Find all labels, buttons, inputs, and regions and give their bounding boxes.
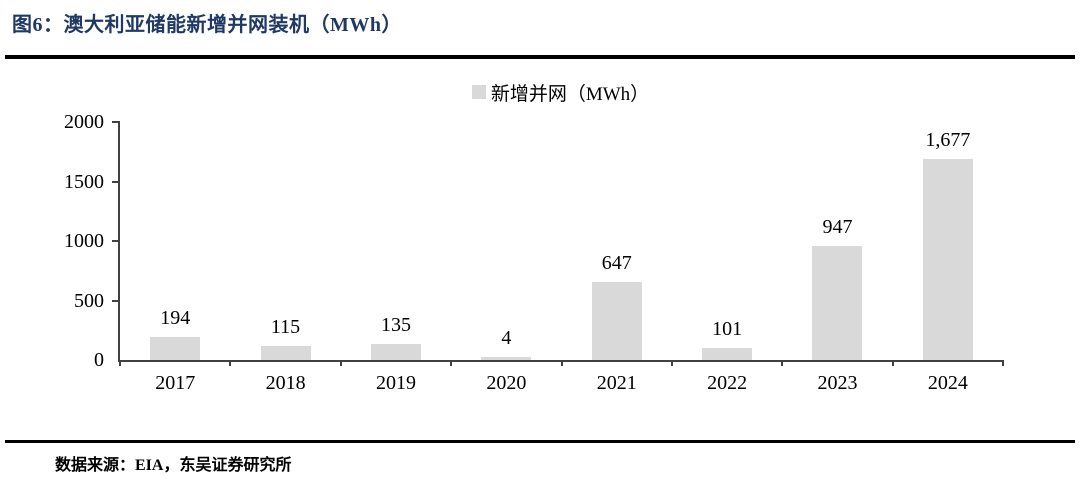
y-axis-tick-label: 1500	[64, 170, 104, 193]
bar-2024	[922, 159, 973, 360]
x-axis-tick-mark	[560, 360, 563, 366]
category-2018: 115 2018	[230, 122, 340, 394]
bar-2018	[260, 346, 311, 360]
bar-2017	[150, 337, 201, 360]
x-axis-tick-mark	[891, 360, 894, 366]
bar-value-label: 1,677	[925, 129, 971, 151]
legend-swatch-icon	[471, 85, 486, 99]
plot-area: 194 2017 115 2018 135 2019 4 2020 647 2021 101 2022…	[64, 112, 1004, 394]
x-axis-tick-mark	[1002, 360, 1004, 366]
category-2019: 135 2019	[341, 122, 451, 394]
x-axis-tick-mark	[670, 360, 673, 366]
y-axis-tick-label: 0	[94, 349, 104, 371]
x-axis-tick-mark	[339, 360, 342, 366]
y-axis-tick-mark	[112, 299, 120, 302]
chart-legend: 新增并网（MWh）	[118, 81, 1003, 105]
legend-label: 新增并网（MWh）	[490, 83, 650, 105]
category-2017: 194 2017	[120, 122, 230, 394]
bar-2022	[702, 348, 753, 360]
data-source-note: 数据来源：EIA，东吴证券研究所	[55, 457, 292, 474]
bar-value-label: 947	[822, 216, 853, 238]
y-axis-tick-label: 500	[74, 289, 104, 312]
y-axis-tick-mark	[112, 121, 120, 123]
category-2024: 1,677 2024	[893, 122, 1003, 394]
x-axis-category-label: 2023	[817, 372, 858, 394]
bar-2019	[370, 344, 421, 360]
x-axis-category-label: 2017	[155, 372, 196, 394]
x-axis-category-label: 2024	[927, 372, 968, 394]
bottom-divider-rule	[5, 440, 1075, 443]
y-axis-tick-label: 1000	[64, 230, 104, 252]
bar-2023	[812, 246, 863, 360]
category-2021: 647 2021	[562, 122, 672, 394]
top-divider-rule	[5, 55, 1075, 59]
category-2022: 101 2022	[672, 122, 782, 394]
figure-title: 图6：澳大利亚储能新增并网装机（MWh）	[12, 14, 402, 36]
categories: 194 2017 115 2018 135 2019 4 2020 647 2021 101 2022…	[120, 122, 1003, 394]
bar-value-label: 194	[160, 307, 191, 329]
x-axis-tick-mark	[119, 360, 121, 366]
x-axis-category-label: 2022	[707, 372, 748, 394]
bar-value-label: 135	[380, 314, 411, 336]
category-2020: 4 2020	[451, 122, 561, 394]
bar-value-label: 647	[601, 252, 632, 274]
bar-value-label: 4	[501, 327, 512, 349]
x-axis-tick-mark	[781, 360, 784, 366]
x-axis-category-label: 2021	[596, 372, 637, 394]
category-2023: 947 2023	[782, 122, 892, 394]
bar-2020	[481, 357, 532, 360]
y-axis-tick-mark	[112, 240, 120, 242]
x-axis-category-label: 2019	[375, 372, 416, 394]
x-axis-category-label: 2018	[265, 372, 306, 394]
y-axis-tick-mark	[112, 180, 120, 183]
x-axis-tick-mark	[450, 360, 453, 366]
x-axis-tick-mark	[229, 360, 232, 366]
x-axis-category-label: 2020	[486, 372, 527, 394]
bar-2021	[591, 282, 642, 360]
y-axis-tick-label: 2000	[64, 111, 104, 133]
bar-value-label: 101	[712, 318, 743, 340]
bar-value-label: 115	[270, 316, 301, 338]
